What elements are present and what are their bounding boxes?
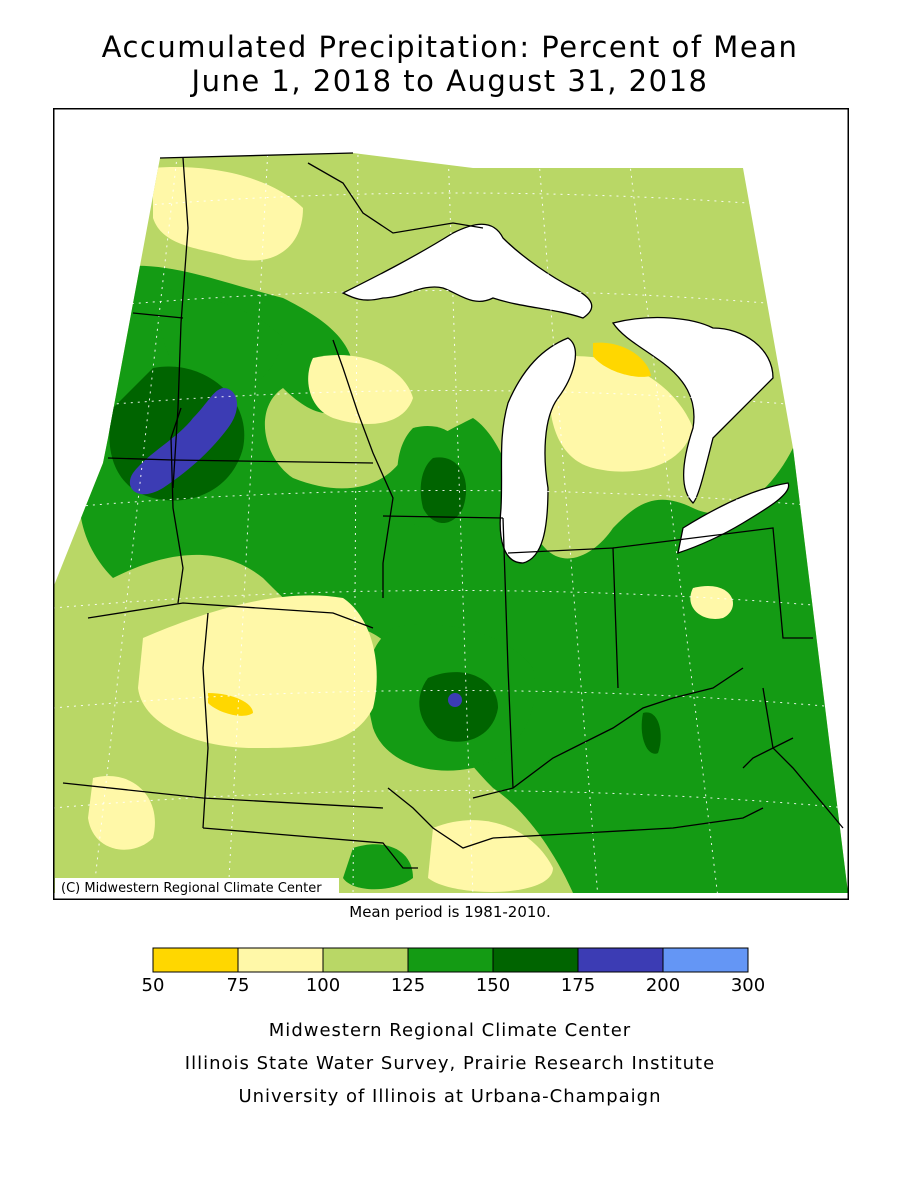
graticule: [53, 147, 849, 899]
copyright-text: (C) Midwestern Regional Climate Center: [61, 881, 322, 896]
map-title: Accumulated Precipitation: Percent of Me…: [101, 30, 799, 64]
anomaly-175-200-region: [129, 388, 238, 495]
legend-tick-label: 300: [731, 975, 765, 996]
map-frame: [53, 108, 849, 900]
anomaly-75-100-region: [88, 776, 155, 850]
anomaly-75-100-region: [308, 354, 413, 424]
anomaly-175-200-region: [448, 693, 462, 707]
anomaly-75-100-region: [138, 595, 377, 748]
mean-period-note: Mean period is 1981-2010.: [349, 903, 551, 921]
legend-tick-label: 125: [391, 975, 425, 996]
copyright-box: [55, 878, 339, 897]
map-date-range: June 1, 2018 to August 31, 2018: [191, 64, 709, 98]
legend-swatch-50-75: [152, 947, 239, 973]
legend-ticks: 50 75 100 125 150 175 200 300: [142, 975, 766, 996]
legend-tick-label: 175: [561, 975, 595, 996]
color-legend: 50 75 100 125 150 175 200 300: [142, 947, 766, 996]
legend-tick-label: 150: [476, 975, 510, 996]
anomaly-75-100-region: [549, 356, 693, 472]
anomaly-50-75-region: [593, 342, 651, 377]
legend-swatch-150-175: [492, 947, 579, 973]
state-borders: [62, 152, 844, 869]
anomaly-75-100-region: [690, 585, 733, 619]
legend-tick-label: 50: [142, 975, 165, 996]
footer-organization: Midwestern Regional Climate Center: [268, 1020, 632, 1041]
anomaly-150-175-region: [419, 672, 498, 742]
footer-institute: Illinois State Water Survey, Prairie Res…: [184, 1053, 716, 1074]
legend-tick-label: 75: [227, 975, 250, 996]
lake-michigan: [499, 337, 577, 564]
legend-tick-label: 200: [646, 975, 680, 996]
anomaly-50-75-region: [208, 693, 253, 716]
lake-huron: [611, 316, 774, 504]
legend-swatch-75-100: [237, 947, 324, 973]
anomaly-150-175-region: [641, 712, 661, 754]
legend-swatch-125-150: [407, 947, 494, 973]
legend-tick-label: 100: [306, 975, 340, 996]
legend-swatch-200-300: [662, 947, 749, 973]
lake-erie: [677, 482, 790, 554]
anomaly-75-100-region: [428, 820, 553, 892]
precipitation-field: [53, 153, 848, 893]
lake-superior: [341, 223, 593, 319]
legend-swatch-100-125: [322, 947, 409, 973]
anomaly-125-150-region: [160, 288, 283, 392]
legend-swatch-175-200: [577, 947, 664, 973]
precipitation-map: (C) Midwestern Regional Climate Center: [53, 108, 849, 900]
legend-swatches: [152, 947, 749, 973]
footer-university: University of Illinois at Urbana-Champai…: [238, 1086, 662, 1107]
anomaly-125-150-region: [343, 844, 413, 890]
